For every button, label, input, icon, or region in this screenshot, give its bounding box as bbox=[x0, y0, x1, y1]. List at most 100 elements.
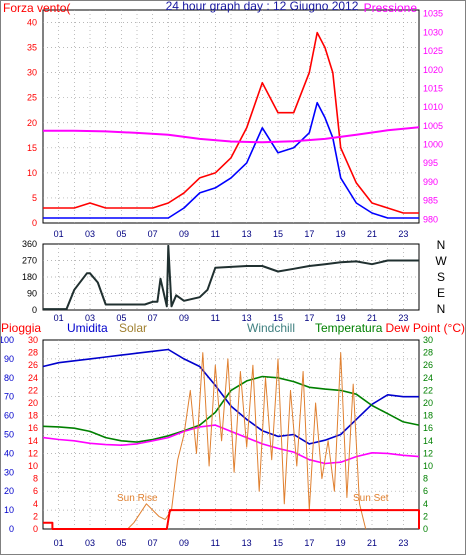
pressure-y-tick-995: 995 bbox=[423, 158, 438, 168]
temp-y-tick-22: 22 bbox=[423, 385, 433, 395]
humidity-y-tick-30: 30 bbox=[4, 467, 14, 477]
temp-y-tick-8: 8 bbox=[423, 474, 428, 484]
wind-y-tick-5: 5 bbox=[32, 193, 37, 203]
direction-x-tick-23: 23 bbox=[398, 313, 408, 323]
humidity-y-tick-40: 40 bbox=[4, 448, 14, 458]
rain-y-tick-28: 28 bbox=[28, 348, 38, 358]
weather-x-tick-01: 01 bbox=[54, 538, 64, 548]
pressure-y-tick-1005: 1005 bbox=[423, 121, 443, 131]
wind-series-line bbox=[43, 101, 419, 219]
sunset-annotation: Sun Set bbox=[353, 493, 389, 504]
direction-y-tick-0: 0 bbox=[32, 305, 37, 315]
humidity-y-tick-60: 60 bbox=[4, 411, 14, 421]
wind-x-tick-05: 05 bbox=[116, 229, 126, 239]
rain-y-tick-14: 14 bbox=[28, 436, 38, 446]
wind-x-tick-19: 19 bbox=[336, 229, 346, 239]
humidity-y-tick-50: 50 bbox=[4, 430, 14, 440]
windchill-label: Windchill bbox=[247, 321, 295, 335]
compass-label-0: N bbox=[437, 238, 446, 252]
direction-x-tick-21: 21 bbox=[367, 313, 377, 323]
rain-y-tick-24: 24 bbox=[28, 373, 38, 383]
pressure-y-tick-1035: 1035 bbox=[423, 9, 443, 19]
humidity-y-tick-100: 100 bbox=[1, 335, 14, 345]
temp-y-tick-20: 20 bbox=[423, 398, 433, 408]
direction-y-tick-360: 360 bbox=[22, 239, 37, 249]
wind-x-tick-13: 13 bbox=[242, 229, 252, 239]
wind-x-tick-15: 15 bbox=[273, 229, 283, 239]
direction-y-tick-180: 180 bbox=[22, 272, 37, 282]
temp-y-tick-0: 0 bbox=[423, 524, 428, 534]
temp-y-tick-30: 30 bbox=[423, 335, 433, 345]
temperature-label: Temperatura bbox=[315, 321, 383, 335]
humidity-y-tick-10: 10 bbox=[4, 505, 14, 515]
weather-x-tick-11: 11 bbox=[211, 538, 220, 548]
direction-x-tick-11: 11 bbox=[211, 313, 220, 323]
temp-y-tick-4: 4 bbox=[423, 499, 428, 509]
compass-label-4: N bbox=[437, 302, 446, 316]
wind-x-tick-01: 01 bbox=[54, 229, 64, 239]
rain-y-tick-8: 8 bbox=[33, 474, 38, 484]
rain-y-tick-16: 16 bbox=[28, 423, 38, 433]
temp-y-tick-28: 28 bbox=[423, 348, 433, 358]
chart-series bbox=[42, 31, 420, 530]
humidity-y-tick-70: 70 bbox=[4, 392, 14, 402]
wind-y-tick-15: 15 bbox=[27, 143, 37, 153]
wind-x-tick-23: 23 bbox=[398, 229, 408, 239]
temp-y-tick-26: 26 bbox=[423, 360, 433, 370]
compass-label-3: E bbox=[437, 286, 445, 300]
direction-y-tick-90: 90 bbox=[27, 289, 37, 299]
rain-y-tick-4: 4 bbox=[33, 499, 38, 509]
humidity-y-tick-80: 80 bbox=[4, 373, 14, 383]
pressure-y-tick-1000: 1000 bbox=[423, 140, 443, 150]
pressure-y-tick-1030: 1030 bbox=[423, 27, 443, 37]
temp-y-tick-12: 12 bbox=[423, 448, 433, 458]
direction-x-tick-03: 03 bbox=[85, 313, 95, 323]
pressure-series-line bbox=[43, 126, 420, 144]
weather-x-tick-13: 13 bbox=[242, 538, 252, 548]
chart-title: 24 hour graph day : 12 Giugno 2012 bbox=[166, 1, 359, 13]
wind-axis-label: Forza vento( bbox=[3, 1, 70, 15]
pressure-y-tick-985: 985 bbox=[423, 196, 438, 206]
temp-y-tick-14: 14 bbox=[423, 436, 433, 446]
direction-x-tick-09: 09 bbox=[179, 313, 189, 323]
rain-y-tick-30: 30 bbox=[28, 335, 38, 345]
pressure-y-tick-980: 980 bbox=[423, 214, 438, 224]
wind-y-tick-35: 35 bbox=[27, 43, 37, 53]
temp-y-tick-10: 10 bbox=[423, 461, 433, 471]
wind-x-tick-17: 17 bbox=[304, 229, 314, 239]
direction-x-tick-05: 05 bbox=[116, 313, 126, 323]
compass-label-2: S bbox=[437, 270, 445, 284]
temp-y-tick-16: 16 bbox=[423, 423, 433, 433]
weather-x-tick-05: 05 bbox=[116, 538, 126, 548]
rain-y-tick-2: 2 bbox=[33, 511, 38, 521]
rain-axis-label: Pioggia bbox=[1, 321, 41, 335]
humidity-series-line bbox=[42, 348, 419, 445]
wind-x-tick-11: 11 bbox=[211, 229, 220, 239]
wind-x-tick-03: 03 bbox=[85, 229, 95, 239]
wind-y-tick-0: 0 bbox=[32, 218, 37, 228]
wind-y-tick-30: 30 bbox=[27, 68, 37, 78]
wind-y-tick-20: 20 bbox=[27, 118, 37, 128]
direction-x-tick-15: 15 bbox=[273, 313, 283, 323]
pressure-axis-label: Pressione bbox=[364, 1, 418, 15]
weather-x-tick-07: 07 bbox=[148, 538, 158, 548]
weather-x-tick-17: 17 bbox=[304, 538, 314, 548]
pressure-y-tick-1010: 1010 bbox=[423, 102, 443, 112]
humidity-label: Umidita bbox=[67, 321, 108, 335]
rain-y-tick-22: 22 bbox=[28, 385, 38, 395]
humidity-y-tick-0: 0 bbox=[9, 524, 14, 534]
direction-x-tick-13: 13 bbox=[242, 313, 252, 323]
rain-y-tick-0: 0 bbox=[33, 524, 38, 534]
temperature-series-line bbox=[42, 375, 420, 443]
rain-y-tick-10: 10 bbox=[28, 461, 38, 471]
humidity-y-tick-20: 20 bbox=[4, 486, 14, 496]
weather-x-tick-19: 19 bbox=[336, 538, 346, 548]
temp-y-tick-2: 2 bbox=[423, 511, 428, 521]
rain-series-line bbox=[43, 509, 420, 530]
rain-y-tick-20: 20 bbox=[28, 398, 38, 408]
direction-series-line bbox=[43, 244, 419, 311]
humidity-y-tick-90: 90 bbox=[4, 354, 14, 364]
tick-labels: 0510152025303540980985990995100010051010… bbox=[0, 9, 447, 548]
